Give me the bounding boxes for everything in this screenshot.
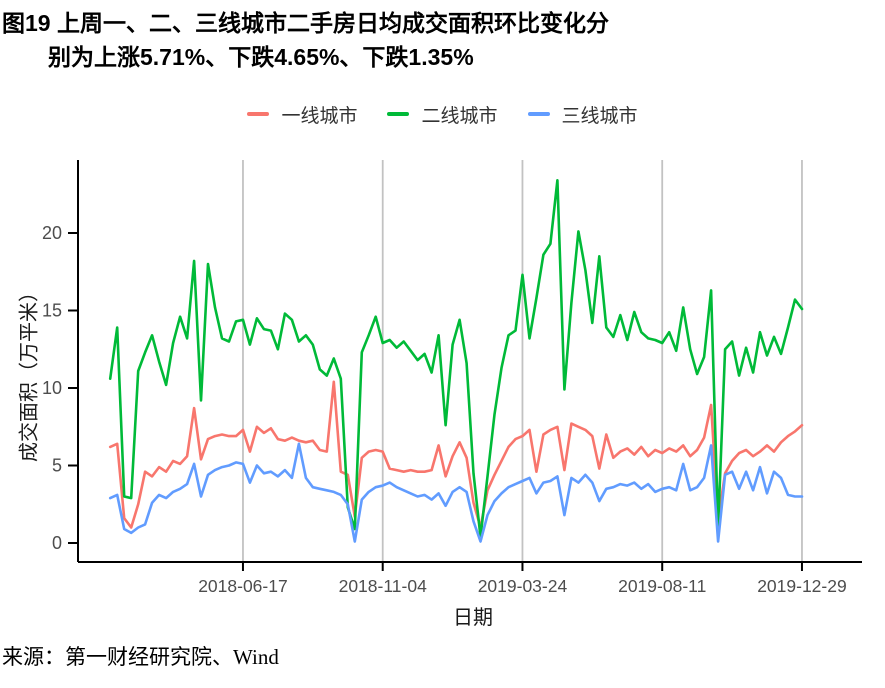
x-tick-label: 2018-11-04	[339, 576, 427, 596]
third-tier-line-key-icon	[527, 112, 550, 116]
x-tick-label: 2018-06-17	[198, 576, 288, 596]
legend-label-second-tier: 二线城市	[421, 105, 498, 127]
legend-item-second-tier: 二线城市	[387, 101, 498, 128]
y-tick-label: 15	[42, 301, 62, 321]
legend-label-first-tier: 一线城市	[281, 105, 358, 127]
series-line-first-tier	[108, 380, 804, 529]
figure-title: 图19 上周一、二、三线城市二手房日均成交面积环比变化分 别为上涨5.71%、下…	[2, 6, 872, 74]
y-tick-label: 5	[52, 456, 62, 476]
x-axis-title: 日期	[453, 607, 493, 629]
source-note: 来源：第一财经研究院、Wind	[2, 645, 279, 669]
x-tick-label: 2019-03-24	[478, 576, 568, 596]
x-tick-label: 2019-08-11	[618, 576, 706, 596]
legend-label-third-tier: 三线城市	[561, 105, 638, 127]
y-tick-label: 20	[42, 223, 62, 243]
y-axis-title: 成交面积（万平米）	[18, 282, 41, 462]
series-line-second-tier	[108, 179, 804, 539]
legend-item-third-tier: 三线城市	[527, 101, 638, 128]
first-tier-line-key-icon	[247, 112, 270, 116]
figure-title-line1: 图19 上周一、二、三线城市二手房日均成交面积环比变化分	[2, 10, 609, 36]
legend-item-first-tier: 一线城市	[247, 101, 357, 128]
chart-legend: 一线城市 二线城市 三线城市	[0, 100, 885, 128]
second-tier-line-key-icon	[387, 112, 410, 116]
y-tick-label: 0	[52, 533, 62, 553]
y-tick-label: 10	[42, 378, 62, 398]
figure-title-line2: 别为上涨5.71%、下跌4.65%、下跌1.35%	[48, 44, 474, 70]
series-line-third-tier	[108, 442, 804, 543]
x-tick-label: 2019-12-29	[757, 576, 847, 596]
